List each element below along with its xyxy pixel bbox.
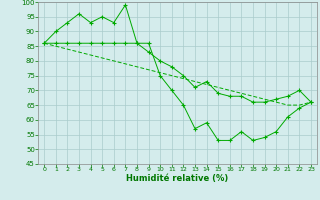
X-axis label: Humidité relative (%): Humidité relative (%)	[126, 174, 229, 183]
